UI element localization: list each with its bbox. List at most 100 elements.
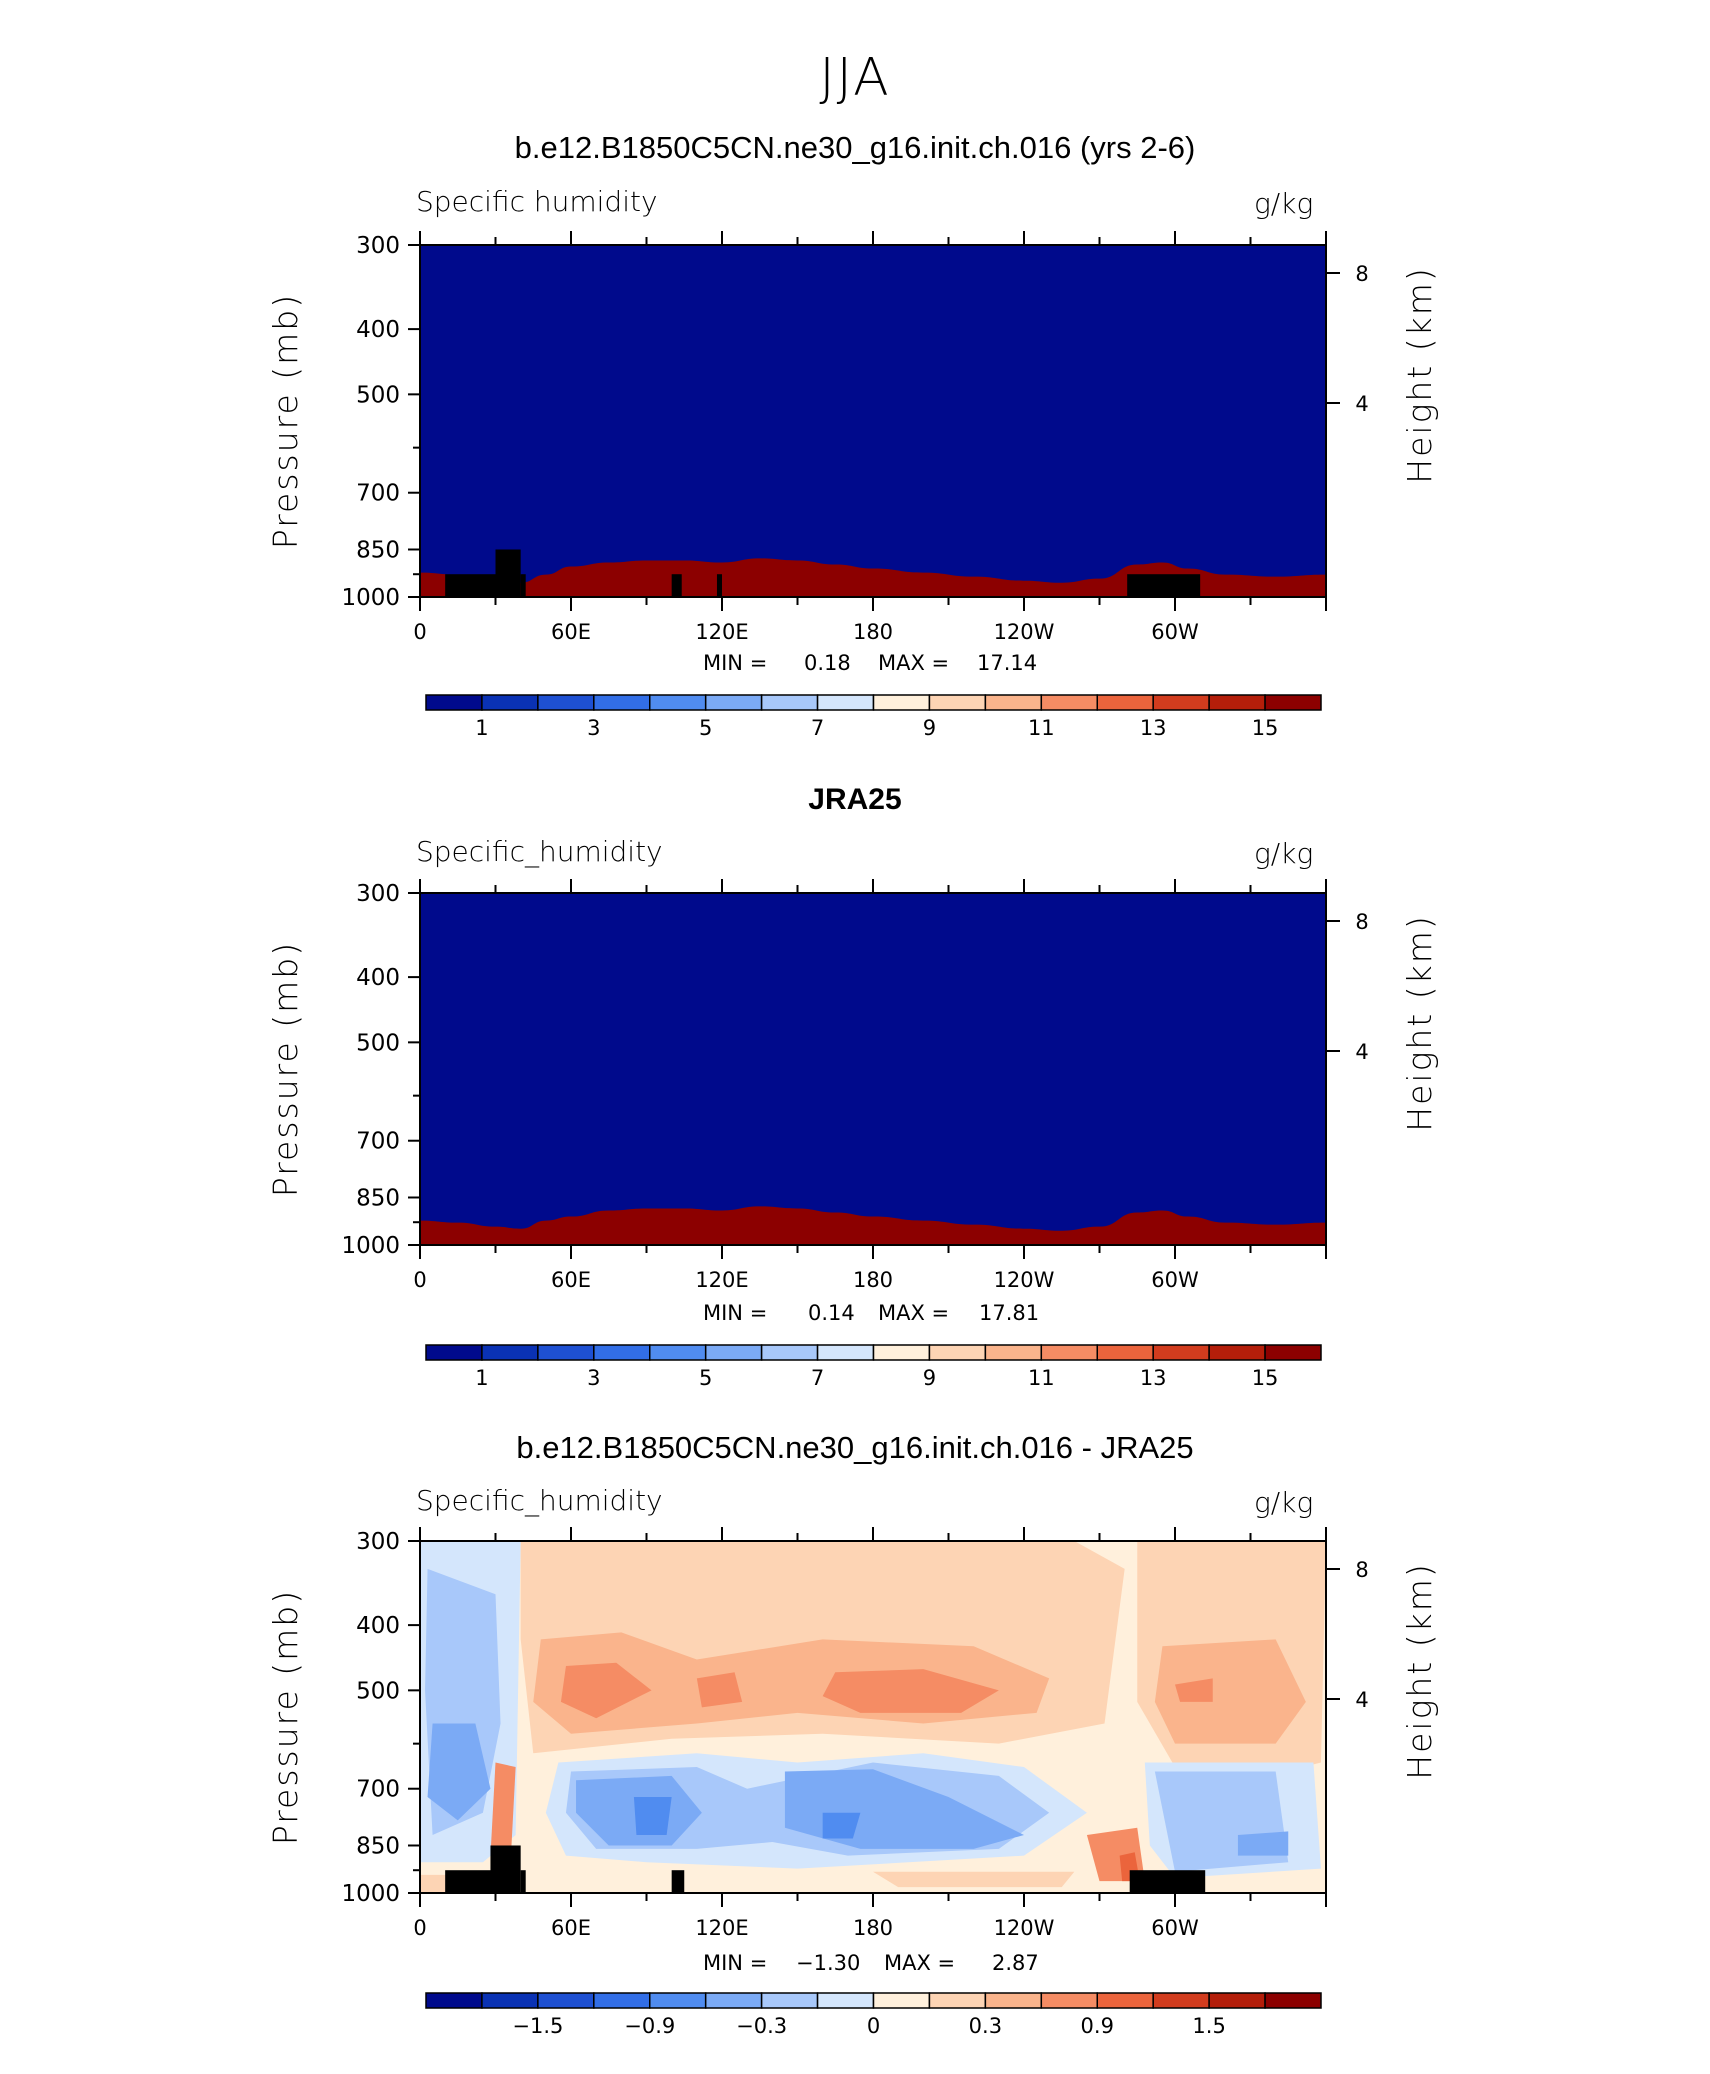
x-tick-label: 120W	[994, 1916, 1055, 1940]
colorbar-swatch	[928, 1992, 987, 2009]
colorbar-swatch	[816, 694, 875, 711]
colorbar-label: 15	[1252, 1366, 1279, 1390]
colorbar-swatch	[928, 1344, 987, 1361]
y-tick-label: 400	[356, 1613, 400, 1639]
colorbar-swatch	[1264, 1344, 1322, 1361]
colorbar-swatch	[1208, 1344, 1266, 1361]
panel1-min-value: 0.18	[804, 651, 851, 675]
x-tick-label: 120W	[994, 1268, 1055, 1292]
x-tick-label: 180	[853, 620, 893, 644]
colorbar-swatch	[1152, 1344, 1210, 1361]
x-tick-label: 180	[853, 1916, 893, 1940]
y-tick-label: 850	[356, 1833, 400, 1859]
x-tick-label: 60W	[1151, 1916, 1199, 1940]
panel1-band	[420, 245, 1326, 583]
y2-axis-title: Height (km)	[1400, 914, 1439, 1131]
panel1-field	[420, 245, 1326, 597]
topography-block	[671, 1870, 685, 1893]
topography-block	[1127, 574, 1201, 597]
colorbar-swatch	[481, 694, 539, 711]
y-tick-label: 1000	[341, 1881, 400, 1907]
colorbar-swatch	[928, 694, 987, 711]
panel2-title: JRA25	[808, 783, 902, 816]
panel1-max-value: 17.14	[977, 651, 1038, 675]
colorbar-label: 9	[923, 1366, 936, 1390]
colorbar-swatch	[1096, 1992, 1154, 2009]
colorbar-label: 15	[1252, 716, 1279, 740]
colorbar-swatch	[816, 1344, 875, 1361]
panel1-min-label: MIN =	[703, 651, 768, 675]
colorbar-swatch	[872, 1992, 931, 2009]
x-tick-label: 60W	[1151, 620, 1199, 644]
panel3-contour	[633, 1796, 672, 1835]
panel2-colorbar: 1 3 5 7 9 11 13 15	[425, 1344, 1322, 1390]
colorbar-swatch	[425, 1344, 483, 1361]
panel1-variable-label: Specific humidity	[416, 185, 658, 218]
y-tick-label: 700	[356, 481, 400, 507]
panel2-variable-label: Specific_humidity	[416, 835, 663, 868]
y2-tick-label: 8	[1355, 262, 1368, 286]
panel3-contour	[560, 1662, 652, 1719]
panel2-max-value: 17.81	[979, 1301, 1040, 1325]
colorbar-swatch	[760, 1992, 819, 2009]
panel3-units-label: g/kg	[1254, 1486, 1314, 1519]
y-tick-label: 500	[356, 1678, 400, 1704]
y-tick-label: 700	[356, 1129, 400, 1155]
y-axis-title: Pressure (mb)	[266, 1589, 305, 1845]
panel2-axes: 0 60E 120E 180 120W 60W 300 400 500 700 850 1000 8 4 P…	[266, 879, 1439, 1292]
topography-block	[671, 574, 682, 597]
panel3-colorbar: −1.5 −0.9 −0.3 0 0.3 0.9 1.5	[425, 1992, 1322, 2038]
panel3-contour	[490, 1762, 516, 1863]
x-tick-label: 0	[413, 1268, 426, 1292]
x-tick-label: 0	[413, 620, 426, 644]
colorbar-label: 3	[587, 716, 600, 740]
colorbar-swatch	[593, 1344, 651, 1361]
x-tick-label: 120W	[994, 620, 1055, 644]
colorbar-swatch	[872, 1344, 931, 1361]
panel3-contour	[1154, 1639, 1306, 1744]
colorbar-swatch	[1040, 694, 1098, 711]
panel3-min-label: MIN =	[703, 1951, 768, 1975]
colorbar-swatch	[537, 1344, 595, 1361]
y-tick-label: 400	[356, 965, 400, 991]
x-tick-label: 60E	[551, 620, 591, 644]
y2-tick-label: 4	[1355, 1040, 1368, 1064]
y2-tick-label: 8	[1355, 910, 1368, 934]
topography-block	[495, 549, 521, 597]
panel3-max-value: 2.87	[992, 1951, 1039, 1975]
topography-block	[716, 574, 722, 597]
colorbar-swatch	[1096, 1344, 1154, 1361]
x-tick-label: 120E	[695, 1916, 748, 1940]
panel1-max-label: MAX =	[878, 651, 950, 675]
topography-block	[1129, 1870, 1206, 1893]
colorbar-swatch	[1264, 694, 1322, 711]
colorbar-swatch	[593, 694, 651, 711]
y-tick-label: 1000	[341, 1233, 400, 1259]
x-tick-label: 0	[413, 1916, 426, 1940]
x-tick-label: 120E	[695, 1268, 748, 1292]
colorbar-label: 1.5	[1192, 2014, 1225, 2038]
colorbar-label: 7	[811, 716, 824, 740]
colorbar-swatch	[760, 1344, 819, 1361]
y2-tick-label: 4	[1355, 392, 1368, 416]
panel3-contour	[427, 1723, 491, 1821]
colorbar-label: 9	[923, 716, 936, 740]
colorbar-label: −1.5	[512, 2014, 563, 2038]
panel3-contour	[696, 1672, 743, 1708]
x-tick-label: 120E	[695, 620, 748, 644]
colorbar-label: −0.3	[736, 2014, 787, 2038]
topography-block	[445, 1870, 496, 1893]
panel1-units-label: g/kg	[1254, 187, 1314, 220]
colorbar-swatch	[984, 694, 1043, 711]
x-tick-label: 180	[853, 1268, 893, 1292]
y-axis-title: Pressure (mb)	[266, 941, 305, 1197]
colorbar-label: 3	[587, 1366, 600, 1390]
colorbar-swatch	[1096, 694, 1154, 711]
panel2-band	[420, 893, 1326, 1231]
colorbar-swatch	[481, 1344, 539, 1361]
x-tick-label: 60E	[551, 1916, 591, 1940]
panel2-max-label: MAX =	[878, 1301, 950, 1325]
colorbar-label: 0.3	[969, 2014, 1002, 2038]
colorbar-label: 7	[811, 1366, 824, 1390]
